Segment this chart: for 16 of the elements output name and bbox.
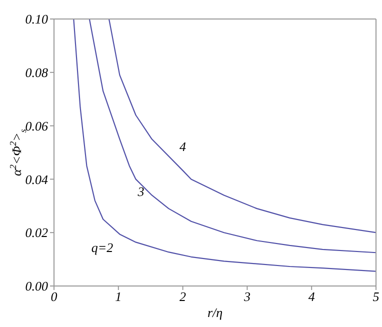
x-tick-label: 1 bbox=[115, 289, 122, 304]
x-tick-label: 3 bbox=[242, 289, 251, 304]
y-tick-label: 0.10 bbox=[25, 12, 48, 27]
x-tick-label: 2 bbox=[180, 289, 187, 304]
x-axis-title: r/η bbox=[207, 304, 223, 320]
y-tick-label: 0.06 bbox=[25, 118, 48, 134]
y-tick-label: 0.04 bbox=[25, 172, 48, 187]
y-tick-label: 0.02 bbox=[25, 225, 48, 240]
y-tick-label: 0.08 bbox=[25, 65, 48, 80]
series-label: 4 bbox=[180, 138, 186, 154]
series-label: 3 bbox=[138, 184, 144, 200]
series-label: q=2 bbox=[91, 240, 114, 256]
x-tick-label: 5 bbox=[372, 289, 380, 304]
y-tick-label: 0.00 bbox=[25, 278, 48, 294]
x-tick-label: 0 bbox=[50, 289, 58, 304]
x-tick-label: 4 bbox=[308, 289, 316, 304]
